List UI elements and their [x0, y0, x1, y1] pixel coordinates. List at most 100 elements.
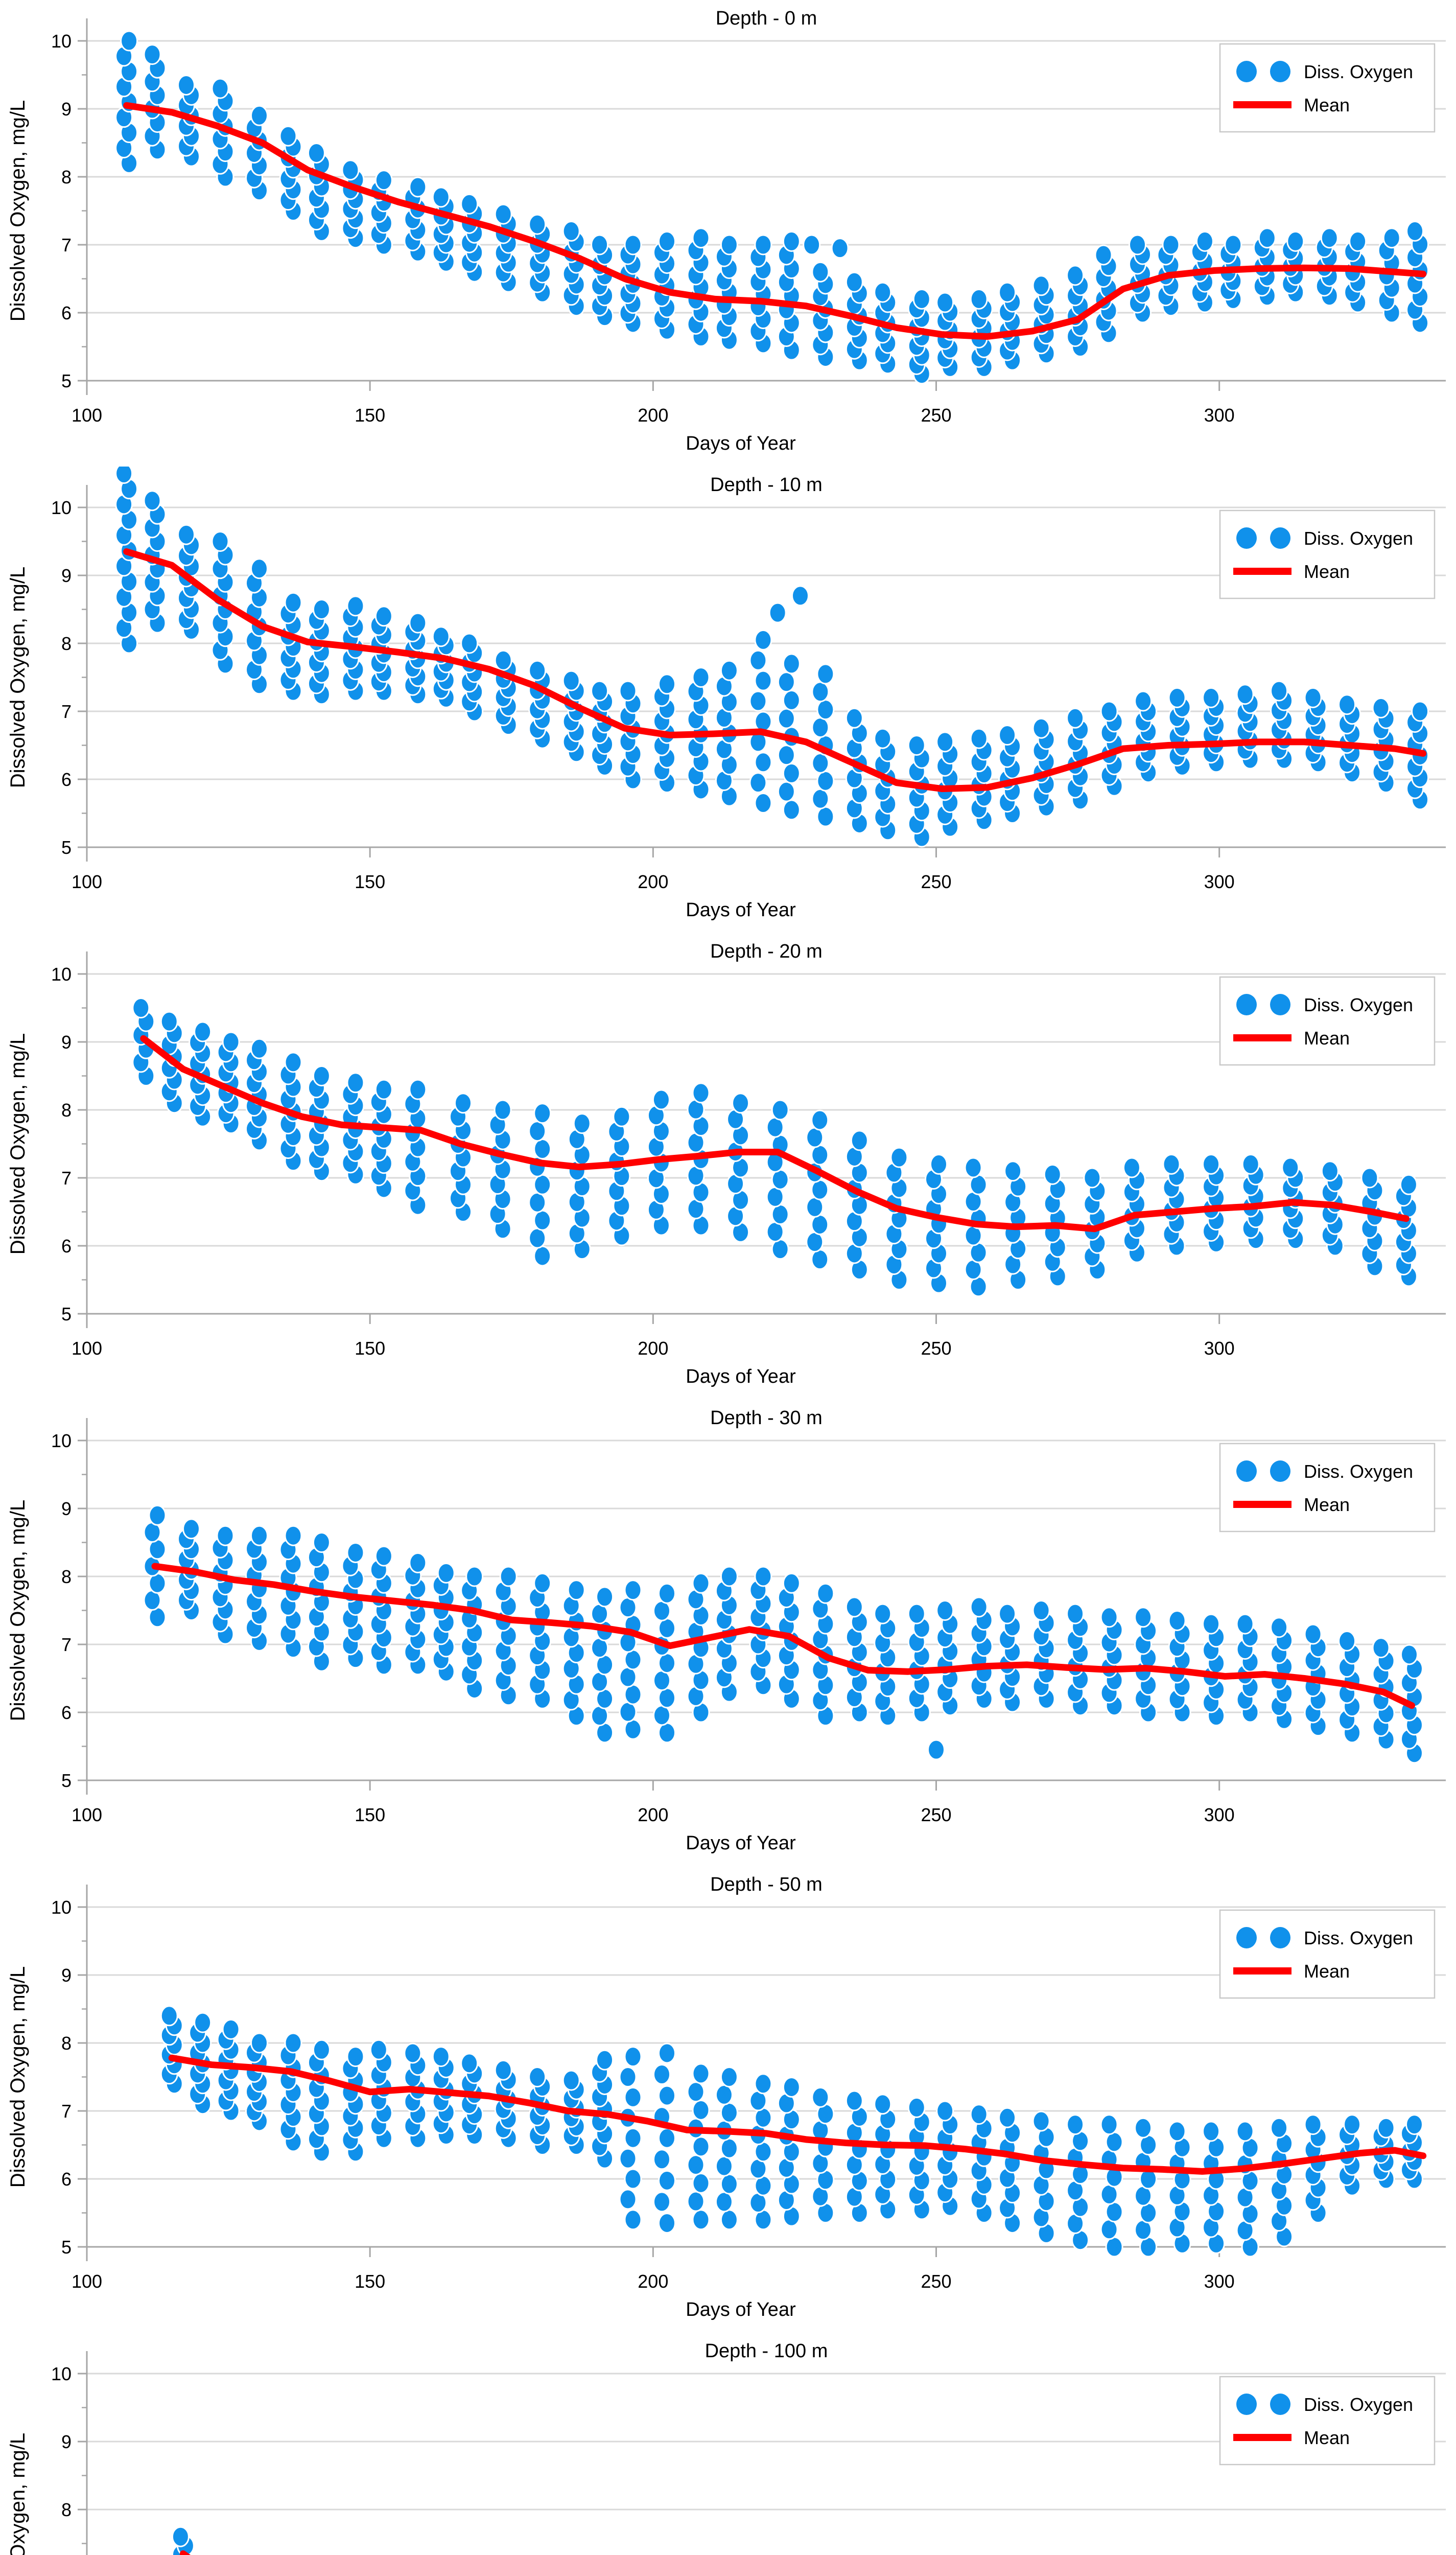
diss-oxygen-point — [374, 1079, 393, 1100]
diss-oxygen-point — [1286, 230, 1305, 252]
diss-oxygen-point — [936, 2100, 954, 2122]
diss-oxygen-point — [409, 612, 427, 634]
panel-depth-10-m: 5 6 7 8 9 10 100 150 200 250 300 Diss. Oxygen Mean De… — [0, 467, 1456, 933]
diss-oxygen-point — [811, 788, 830, 809]
diss-oxygen-point — [732, 1093, 750, 1114]
diss-oxygen-point — [687, 2191, 705, 2212]
panel-title: Depth - 100 m — [705, 2340, 828, 2362]
diss-oxygen-point — [1162, 1153, 1181, 1175]
diss-oxygen-point — [624, 1649, 642, 1670]
diss-oxygen-point — [754, 234, 772, 256]
legend-diss-oxygen-marker-icon — [1270, 2394, 1290, 2415]
diss-oxygen-point — [284, 2032, 302, 2054]
diss-oxygen-point — [613, 1106, 631, 1127]
legend-box — [1219, 1909, 1436, 1999]
diss-oxygen-point — [777, 708, 795, 729]
diss-oxygen-point — [874, 1603, 892, 1624]
legend-mean-label: Mean — [1304, 1494, 1350, 1515]
diss-oxygen-point — [692, 2099, 710, 2121]
diss-oxygen-point — [1405, 2114, 1423, 2135]
x-tick-label: 100 — [72, 1804, 102, 1825]
diss-oxygen-point — [1195, 230, 1214, 252]
y-tick-label: 6 — [61, 769, 72, 790]
diss-oxygen-point — [768, 602, 787, 623]
diss-oxygen-point — [970, 288, 988, 310]
diss-oxygen-point — [1100, 1607, 1118, 1628]
diss-oxygen-point — [182, 1518, 200, 1540]
diss-oxygen-point — [1270, 1617, 1288, 1638]
diss-oxygen-point — [374, 1545, 393, 1567]
diss-oxygen-point — [936, 731, 954, 753]
x-tick-label: 100 — [72, 2271, 102, 2292]
diss-oxygen-point — [216, 1525, 234, 1546]
diss-oxygen-point — [720, 2173, 738, 2195]
y-axis-label: Dissolved Oxygen, mg/L — [7, 1966, 29, 2188]
diss-oxygen-point — [811, 1179, 829, 1200]
diss-oxygen-point — [624, 1580, 642, 1601]
diss-oxygen-point — [533, 1245, 552, 1267]
x-tick-label: 150 — [355, 405, 385, 426]
mean-line — [168, 2054, 1427, 2175]
diss-oxygen-point — [1281, 1157, 1300, 1178]
diss-oxygen-point — [1100, 2219, 1118, 2240]
diss-oxygen-point — [907, 1603, 926, 1624]
diss-oxygen-point — [211, 531, 229, 552]
diss-oxygen-point — [936, 1600, 954, 1621]
x-tick-label: 200 — [638, 871, 668, 892]
diss-oxygen-point — [845, 2090, 863, 2111]
diss-oxygen-scatter — [115, 30, 1429, 385]
diss-oxygen-point — [720, 2138, 738, 2159]
diss-oxygen-point — [562, 670, 580, 691]
diss-oxygen-point — [1100, 2114, 1118, 2135]
legend-box — [1219, 976, 1436, 1066]
diss-oxygen-point — [720, 660, 738, 681]
diss-oxygen-point — [816, 770, 835, 792]
diss-oxygen-point — [782, 799, 801, 821]
diss-oxygen-point — [1032, 2110, 1050, 2132]
legend-diss-oxygen-label: Diss. Oxygen — [1304, 994, 1413, 1015]
diss-oxygen-point — [754, 752, 772, 773]
diss-oxygen-point — [528, 2066, 547, 2087]
diss-oxygen-point — [591, 234, 609, 256]
diss-oxygen-point — [624, 2168, 642, 2190]
diss-oxygen-point — [652, 1089, 670, 1110]
diss-oxygen-point — [766, 1117, 784, 1138]
diss-oxygen-point — [1236, 1613, 1254, 1635]
diss-oxygen-point — [1236, 684, 1254, 705]
diss-oxygen-point — [432, 2046, 450, 2068]
diss-oxygen-point — [811, 717, 830, 738]
diss-oxygen-point — [782, 762, 801, 784]
diss-oxygen-point — [754, 793, 772, 814]
x-tick-label: 150 — [355, 1338, 385, 1359]
diss-oxygen-point — [1202, 687, 1220, 708]
diss-oxygen-point — [715, 2084, 733, 2105]
diss-oxygen-point — [528, 1121, 547, 1142]
diss-oxygen-point — [658, 2042, 676, 2064]
diss-oxygen-scatter — [132, 997, 1418, 1297]
diss-oxygen-point — [766, 1186, 784, 1207]
mean-line — [140, 1035, 1410, 1233]
diss-oxygen-point — [494, 203, 512, 225]
legend-mean-label: Mean — [1304, 1028, 1350, 1049]
diss-oxygen-point — [811, 752, 830, 774]
x-tick-label: 250 — [921, 405, 951, 426]
diss-oxygen-point — [754, 670, 772, 691]
diss-oxygen-point — [374, 170, 393, 191]
diss-oxygen-point — [528, 1227, 547, 1249]
diss-oxygen-point — [437, 1562, 455, 1584]
diss-oxygen-point — [811, 1144, 829, 1166]
x-tick-label: 200 — [638, 1338, 668, 1359]
diss-oxygen-point — [1168, 687, 1186, 708]
diss-oxygen-point — [658, 1583, 676, 1604]
legend-diss-oxygen-marker-icon — [1270, 61, 1290, 82]
diss-oxygen-point — [619, 2148, 637, 2169]
diss-oxygen-point — [346, 595, 365, 617]
y-tick-label: 5 — [61, 370, 72, 391]
diss-oxygen-point — [624, 2046, 642, 2068]
diss-oxygen-point — [494, 649, 512, 671]
diss-oxygen-point — [1134, 690, 1153, 712]
diss-oxygen-point — [720, 2102, 738, 2123]
y-tick-label: 10 — [51, 2363, 72, 2384]
